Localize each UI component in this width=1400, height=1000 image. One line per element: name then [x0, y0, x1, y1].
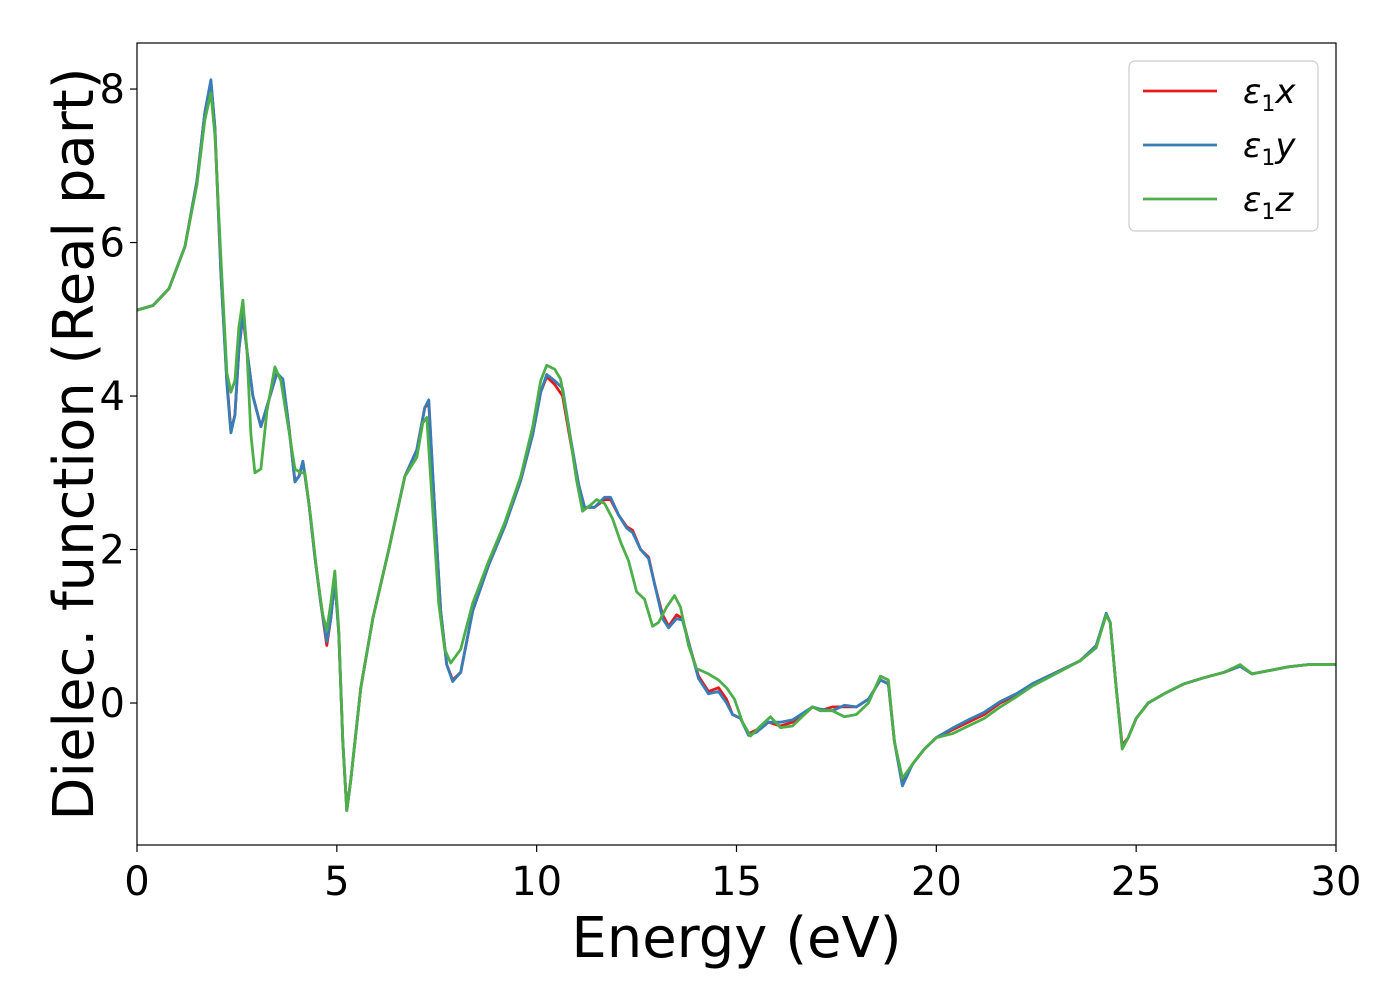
legend-box — [1128, 60, 1319, 232]
x-tick-label: 25 — [1111, 859, 1162, 905]
x-tick-label: 30 — [1311, 859, 1362, 905]
series-line-z — [137, 91, 1336, 812]
y-tick-label: 2 — [100, 528, 125, 574]
x-tick-label: 0 — [124, 859, 149, 905]
x-axis-title: Energy (eV) — [571, 906, 901, 971]
legend: ε1x ε1y ε1z — [1128, 60, 1319, 232]
x-tick-label: 5 — [324, 859, 349, 905]
y-tick-label: 4 — [100, 374, 125, 420]
x-tick-label: 10 — [511, 859, 562, 905]
legend-entry-x: ε1x — [1243, 72, 1296, 117]
x-tick-label: 20 — [911, 859, 962, 905]
tick-layer: 0 5 10 15 20 25 30 0 2 4 6 8 — [100, 67, 1362, 905]
y-axis-title: Dielec. function (Real part) — [42, 67, 107, 820]
y-tick-label: 0 — [100, 681, 125, 727]
legend-entry-z: ε1z — [1243, 180, 1294, 225]
series-layer — [137, 78, 1336, 812]
x-tick-label: 15 — [711, 859, 762, 905]
y-tick-label: 8 — [100, 67, 125, 113]
y-tick-label: 6 — [100, 221, 125, 267]
legend-entry-y: ε1y — [1243, 126, 1296, 171]
